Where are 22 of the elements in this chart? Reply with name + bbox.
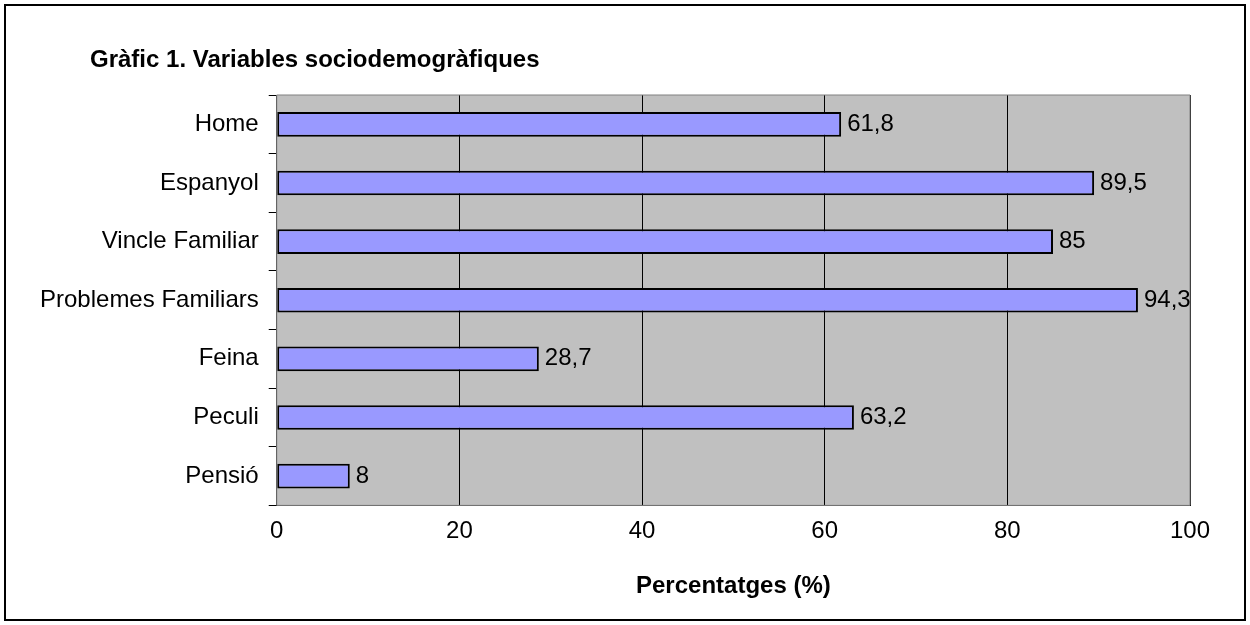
data-label: 94,3: [1143, 284, 1191, 312]
y-tick-label: Feina: [198, 343, 260, 371]
data-label: 61,8: [847, 108, 894, 136]
data-label: 28,7: [544, 343, 592, 371]
x-tick-label: 80: [993, 516, 1021, 544]
x-tick-label: 20: [446, 516, 473, 544]
data-label: 63,2: [859, 402, 907, 430]
y-tick-label: Home: [194, 108, 259, 136]
data-label: 8: [355, 460, 370, 488]
y-tick-label: Pensió: [185, 460, 259, 488]
x-tick-label: 100: [1169, 516, 1211, 544]
y-tick-label: Vincle Familiar: [101, 226, 259, 254]
x-tick-label: 60: [811, 516, 839, 544]
y-tick-label: Espanyol: [159, 167, 259, 195]
y-tick-label: Problemes Familiars: [40, 284, 259, 312]
data-label: 89,5: [1100, 167, 1147, 195]
chart-title: Gràfic 1. Variables sociodemogràfiques: [90, 44, 540, 72]
x-tick-label: 40: [628, 516, 656, 544]
y-tick-label: Peculi: [193, 402, 259, 430]
x-tick-label: 0: [270, 516, 284, 544]
data-label: 85: [1059, 226, 1086, 254]
x-axis-title: Percentatges (%): [635, 571, 831, 599]
